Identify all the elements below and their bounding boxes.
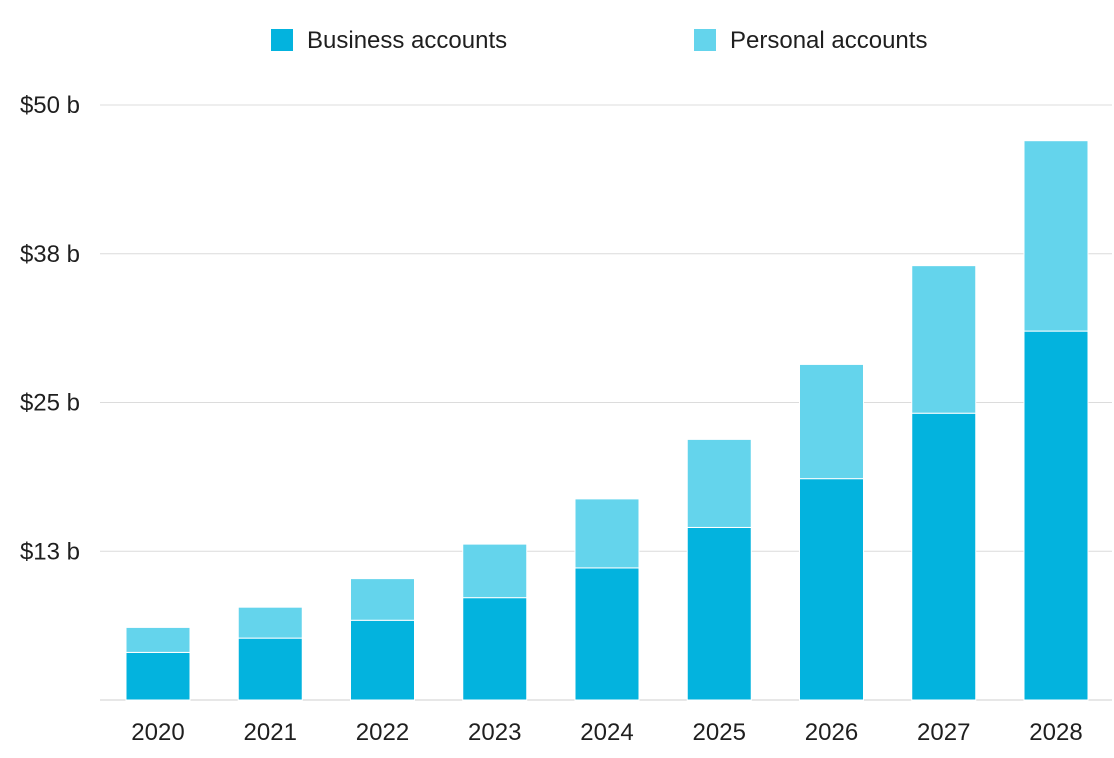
x-tick-label: 2022 — [356, 719, 409, 746]
y-tick-label: $38 b — [20, 241, 80, 268]
x-tick-label: 2024 — [580, 719, 633, 746]
bar-segment-business-2020 — [125, 651, 191, 701]
bar-segment-personal-2026 — [799, 363, 864, 480]
legend-label-personal-accounts: Personal accounts — [730, 27, 927, 54]
x-tick-label: 2028 — [1029, 719, 1082, 746]
bar-segment-personal-2028 — [1023, 140, 1089, 332]
x-tick-label: 2025 — [693, 719, 746, 746]
x-tick-label: 2021 — [244, 719, 297, 746]
bar-segment-personal-2022 — [350, 578, 415, 621]
legend-label-business-accounts: Business accounts — [307, 27, 507, 54]
legend-swatch-business-accounts — [271, 29, 293, 51]
x-tick-label: 2027 — [917, 719, 970, 746]
bar-segment-personal-2027 — [911, 265, 977, 414]
x-tick-label: 2026 — [805, 719, 858, 746]
y-tick-label: $25 b — [20, 390, 80, 417]
bar-segment-personal-2023 — [462, 543, 528, 599]
bar-segment-personal-2024 — [574, 498, 640, 569]
x-tick-label: 2020 — [131, 719, 184, 746]
bar-segment-business-2022 — [350, 619, 415, 701]
bar-segment-business-2021 — [237, 637, 303, 701]
bars — [125, 140, 1089, 701]
y-axis-tick-labels: $13 b $25 b $38 b $50 b — [20, 92, 80, 565]
bar-segment-business-2026 — [799, 478, 864, 701]
bar-segment-personal-2021 — [237, 606, 303, 639]
legend: Business accounts Personal accounts — [271, 27, 927, 54]
y-tick-label: $50 b — [20, 92, 80, 119]
bar-segment-business-2023 — [462, 597, 528, 701]
bar-segment-business-2027 — [911, 412, 977, 701]
bar-segment-personal-2025 — [686, 438, 752, 528]
x-axis-tick-labels: 2020 2021 2022 2023 2024 2025 2026 2027 2028 — [131, 719, 1082, 746]
bar-segment-business-2025 — [686, 526, 752, 701]
x-tick-label: 2023 — [468, 719, 521, 746]
legend-swatch-personal-accounts — [694, 29, 716, 51]
y-tick-label: $13 b — [20, 538, 80, 565]
bar-segment-business-2028 — [1023, 330, 1089, 701]
bar-segment-business-2024 — [574, 567, 640, 701]
bar-segment-personal-2020 — [125, 626, 191, 653]
